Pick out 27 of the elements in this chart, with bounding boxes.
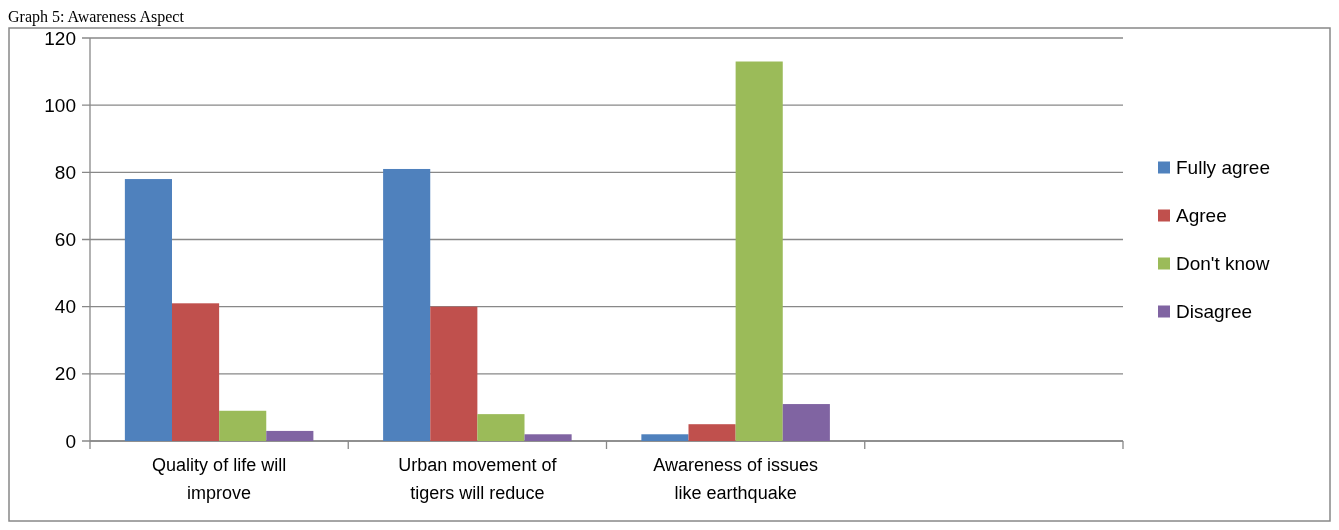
- bar: [477, 414, 525, 441]
- bar: [171, 303, 220, 441]
- bar: [735, 61, 783, 441]
- y-tick-label: 100: [44, 94, 76, 116]
- bar: [219, 410, 267, 441]
- x-tick-label: Quality of life will improve: [152, 455, 287, 503]
- legend-label: Don't know: [1176, 253, 1270, 275]
- bar: [782, 404, 830, 441]
- chart-title: Graph 5: Awareness Aspect: [8, 8, 185, 26]
- bar: [641, 434, 689, 441]
- bar: [430, 306, 478, 441]
- bar: [688, 424, 736, 441]
- legend-label: Agree: [1176, 205, 1227, 227]
- y-tick-label: 40: [54, 296, 76, 318]
- y-tick-label: 0: [65, 430, 76, 452]
- legend-label: Disagree: [1176, 301, 1253, 323]
- y-tick-label: 80: [54, 161, 76, 183]
- bar: [124, 179, 172, 441]
- x-tick-label: Urban movement of tigers will reduce: [398, 455, 558, 503]
- y-tick-label: 20: [54, 363, 76, 385]
- x-tick-label: Awareness of issues like earthquake: [653, 455, 819, 503]
- bar: [524, 434, 572, 441]
- legend-label: Fully agree: [1176, 157, 1270, 179]
- bar: [266, 430, 314, 441]
- bar: [383, 168, 431, 441]
- y-tick-label: 120: [44, 27, 76, 49]
- y-tick-label: 60: [54, 229, 76, 251]
